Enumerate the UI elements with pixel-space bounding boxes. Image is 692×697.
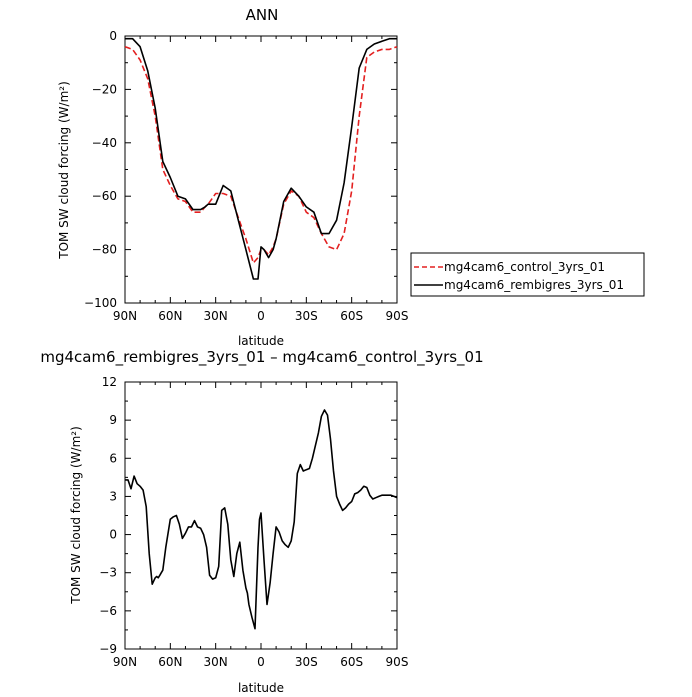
x-tick-label: 60N: [158, 309, 182, 323]
series-line-1-0: [125, 409, 398, 630]
chart-title-top: ANN: [246, 6, 279, 24]
y-tick-label: 0: [109, 29, 117, 43]
y-tick-label: 6: [109, 451, 117, 465]
x-tick-label: 30S: [295, 655, 318, 669]
panel-bottom: mg4cam6_rembigres_3yrs_01 – mg4cam6_cont…: [40, 348, 483, 695]
y-axis-label-bottom: TOM SW cloud forcing (W/m²): [69, 426, 83, 605]
y-tick-label: −60: [92, 189, 117, 203]
x-tick-label: 90S: [386, 309, 409, 323]
y-tick-label: −20: [92, 82, 117, 96]
x-tick-label: 90S: [386, 655, 409, 669]
y-tick-label: 3: [109, 489, 117, 503]
y-tick-label: −3: [99, 566, 117, 580]
y-tick-label: 12: [102, 375, 117, 389]
series-line-0-0: [124, 45, 398, 264]
x-axis-label-bottom: latitude: [238, 681, 284, 695]
x-tick-label: 90N: [113, 655, 137, 669]
chart-title-bottom: mg4cam6_rembigres_3yrs_01 – mg4cam6_cont…: [40, 348, 483, 367]
y-tick-label: 0: [109, 528, 117, 542]
ticks-bottom: 90N 60N 30N 0 30S 60S 90S 12 9 6 3 0 −3 −6 −9: [99, 375, 408, 669]
x-tick-label: 30S: [295, 309, 318, 323]
x-tick-label: 60S: [340, 655, 363, 669]
x-tick-label: 60N: [158, 655, 182, 669]
legend: mg4cam6_control_3yrs_01 mg4cam6_rembigre…: [410, 252, 645, 297]
y-tick-label: −6: [99, 604, 117, 618]
series-line-0-1: [125, 37, 397, 280]
y-tick-label: −40: [92, 136, 117, 150]
ticks-top: 90N 60N 30N 0 30S 60S 90S 0 −20 −40 −60 −80 −100: [84, 29, 408, 323]
legend-label-control: mg4cam6_control_3yrs_01: [444, 260, 605, 274]
x-tick-label: 60S: [340, 309, 363, 323]
y-tick-label: −100: [84, 296, 117, 310]
series-bottom: [125, 409, 398, 630]
legend-label-rembigres: mg4cam6_rembigres_3yrs_01: [444, 278, 624, 292]
x-tick-label: 90N: [113, 309, 137, 323]
y-tick-label: −9: [99, 642, 117, 656]
y-axis-label-top: TOM SW cloud forcing (W/m²): [57, 81, 71, 260]
panel-top: ANN 90N 60N 30N 0 30S 60S 90S 0 −20 −40 −60 −80 −100…: [57, 6, 645, 348]
y-tick-label: −80: [92, 243, 117, 257]
legend-box: [410, 252, 645, 297]
y-tick-label: 9: [109, 413, 117, 427]
x-axis-label-top: latitude: [238, 334, 284, 348]
series-top: [124, 37, 398, 280]
x-tick-label: 30N: [204, 655, 228, 669]
x-tick-label: 0: [257, 655, 265, 669]
x-tick-label: 30N: [204, 309, 228, 323]
x-tick-label: 0: [257, 309, 265, 323]
